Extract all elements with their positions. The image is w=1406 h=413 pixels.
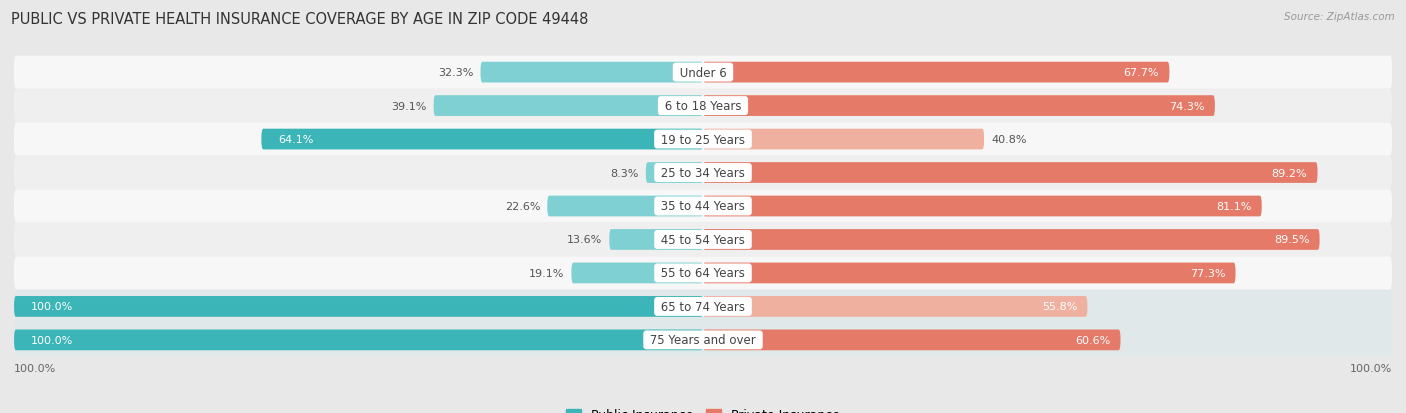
FancyBboxPatch shape bbox=[14, 296, 703, 317]
FancyBboxPatch shape bbox=[14, 257, 1392, 290]
FancyBboxPatch shape bbox=[703, 196, 1261, 217]
Text: 19 to 25 Years: 19 to 25 Years bbox=[657, 133, 749, 146]
Text: 64.1%: 64.1% bbox=[278, 135, 314, 145]
FancyBboxPatch shape bbox=[645, 163, 703, 183]
Text: 6 to 18 Years: 6 to 18 Years bbox=[661, 100, 745, 113]
Text: 19.1%: 19.1% bbox=[529, 268, 565, 278]
Text: 13.6%: 13.6% bbox=[567, 235, 602, 245]
FancyBboxPatch shape bbox=[571, 263, 703, 284]
Text: 55 to 64 Years: 55 to 64 Years bbox=[657, 267, 749, 280]
Text: 67.7%: 67.7% bbox=[1123, 68, 1159, 78]
FancyBboxPatch shape bbox=[703, 296, 1087, 317]
Text: 89.5%: 89.5% bbox=[1274, 235, 1309, 245]
Legend: Public Insurance, Private Insurance: Public Insurance, Private Insurance bbox=[561, 404, 845, 413]
FancyBboxPatch shape bbox=[703, 330, 1121, 350]
Text: 8.3%: 8.3% bbox=[610, 168, 638, 178]
Text: 55.8%: 55.8% bbox=[1042, 301, 1077, 312]
FancyBboxPatch shape bbox=[547, 196, 703, 217]
FancyBboxPatch shape bbox=[14, 290, 1392, 323]
Text: 39.1%: 39.1% bbox=[391, 101, 427, 112]
Text: PUBLIC VS PRIVATE HEALTH INSURANCE COVERAGE BY AGE IN ZIP CODE 49448: PUBLIC VS PRIVATE HEALTH INSURANCE COVER… bbox=[11, 12, 589, 27]
FancyBboxPatch shape bbox=[703, 163, 1317, 183]
FancyBboxPatch shape bbox=[14, 57, 1392, 90]
Text: 100.0%: 100.0% bbox=[31, 301, 73, 312]
FancyBboxPatch shape bbox=[703, 263, 1236, 284]
FancyBboxPatch shape bbox=[14, 190, 1392, 223]
Text: 100.0%: 100.0% bbox=[1350, 363, 1392, 373]
Text: 65 to 74 Years: 65 to 74 Years bbox=[657, 300, 749, 313]
FancyBboxPatch shape bbox=[703, 230, 1320, 250]
Text: 100.0%: 100.0% bbox=[31, 335, 73, 345]
Text: 35 to 44 Years: 35 to 44 Years bbox=[657, 200, 749, 213]
Text: 75 Years and over: 75 Years and over bbox=[647, 334, 759, 347]
FancyBboxPatch shape bbox=[481, 63, 703, 83]
Text: Source: ZipAtlas.com: Source: ZipAtlas.com bbox=[1284, 12, 1395, 22]
Text: 89.2%: 89.2% bbox=[1271, 168, 1308, 178]
Text: 25 to 34 Years: 25 to 34 Years bbox=[657, 166, 749, 180]
Text: 45 to 54 Years: 45 to 54 Years bbox=[657, 233, 749, 247]
FancyBboxPatch shape bbox=[14, 330, 703, 350]
FancyBboxPatch shape bbox=[703, 96, 1215, 117]
FancyBboxPatch shape bbox=[14, 123, 1392, 156]
Text: 32.3%: 32.3% bbox=[439, 68, 474, 78]
Text: 74.3%: 74.3% bbox=[1168, 101, 1205, 112]
Text: 60.6%: 60.6% bbox=[1076, 335, 1111, 345]
Text: Under 6: Under 6 bbox=[676, 66, 730, 79]
FancyBboxPatch shape bbox=[703, 63, 1170, 83]
FancyBboxPatch shape bbox=[703, 129, 984, 150]
FancyBboxPatch shape bbox=[14, 223, 1392, 256]
FancyBboxPatch shape bbox=[262, 129, 703, 150]
Text: 77.3%: 77.3% bbox=[1189, 268, 1225, 278]
Text: 81.1%: 81.1% bbox=[1216, 202, 1251, 211]
Text: 100.0%: 100.0% bbox=[14, 363, 56, 373]
FancyBboxPatch shape bbox=[14, 90, 1392, 123]
FancyBboxPatch shape bbox=[609, 230, 703, 250]
FancyBboxPatch shape bbox=[433, 96, 703, 117]
FancyBboxPatch shape bbox=[14, 157, 1392, 190]
Text: 22.6%: 22.6% bbox=[505, 202, 540, 211]
FancyBboxPatch shape bbox=[14, 323, 1392, 356]
Text: 40.8%: 40.8% bbox=[991, 135, 1026, 145]
